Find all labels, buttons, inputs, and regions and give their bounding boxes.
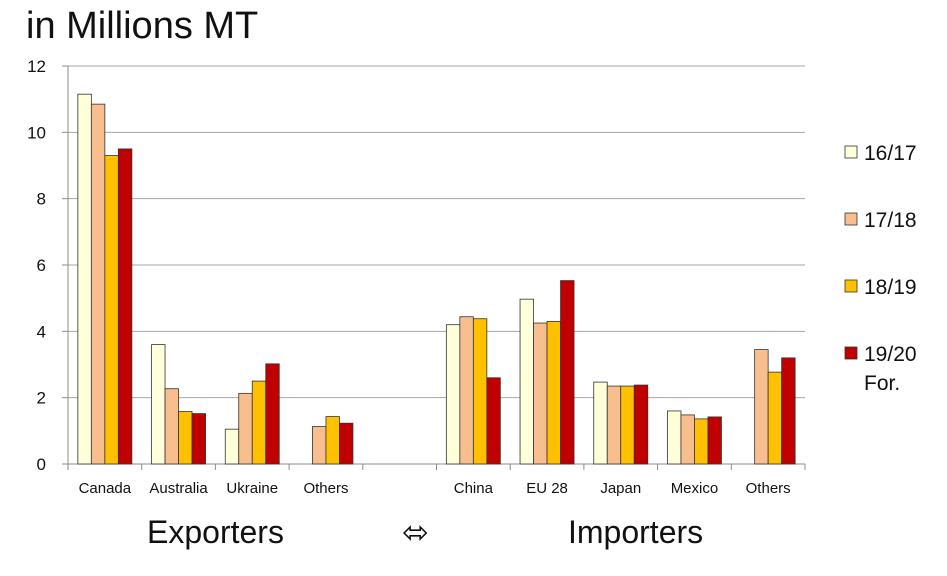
legend-label: 16/17 xyxy=(864,142,917,165)
bar xyxy=(77,93,92,465)
bar xyxy=(560,280,575,465)
bar xyxy=(667,410,682,465)
bar xyxy=(593,381,608,465)
bar xyxy=(533,322,548,465)
bar xyxy=(519,298,534,465)
bar xyxy=(104,155,119,465)
bar xyxy=(224,428,240,465)
y-tick-label: 6 xyxy=(37,256,46,275)
x-category-label: EU 28 xyxy=(526,480,568,497)
bar xyxy=(680,414,695,465)
bar xyxy=(265,363,280,465)
bar xyxy=(312,426,327,465)
bar xyxy=(178,411,193,465)
bar xyxy=(546,320,561,465)
bar xyxy=(606,385,622,465)
y-tick-label: 10 xyxy=(27,123,46,142)
bar xyxy=(251,380,267,465)
bar xyxy=(767,371,783,465)
legend-swatch xyxy=(844,145,858,159)
bar xyxy=(781,357,796,465)
x-category-label: China xyxy=(454,480,494,497)
y-tick-label: 8 xyxy=(37,190,46,209)
legend-swatch xyxy=(844,212,858,226)
bar xyxy=(191,413,206,465)
legend-label: 19/20 For. xyxy=(864,343,917,395)
bar xyxy=(620,385,635,465)
x-category-label: Others xyxy=(303,480,348,497)
x-category-label: Mexico xyxy=(671,480,719,497)
bar xyxy=(486,377,501,465)
bar xyxy=(339,422,354,465)
x-category-label: Others xyxy=(746,480,791,497)
y-tick-label: 12 xyxy=(27,57,46,76)
legend-label: 18/19 xyxy=(864,276,917,299)
bar xyxy=(472,318,488,465)
bar xyxy=(754,349,769,465)
x-category-label: Canada xyxy=(79,480,132,497)
bar xyxy=(117,148,133,465)
legend-swatch xyxy=(844,346,858,360)
group-label-importers: Importers xyxy=(568,514,704,550)
double-arrow-icon: ⬄ xyxy=(402,514,429,550)
y-tick-label: 0 xyxy=(37,455,46,474)
bar xyxy=(238,392,253,465)
bar xyxy=(707,416,722,465)
x-category-label: Ukraine xyxy=(226,480,278,497)
legend-swatch xyxy=(844,279,858,293)
x-category-label: Australia xyxy=(149,480,208,497)
bar xyxy=(633,384,649,465)
x-category-label: Japan xyxy=(600,480,641,497)
legend-label: 17/18 xyxy=(864,209,917,232)
bar xyxy=(694,418,709,465)
bar xyxy=(164,388,179,465)
group-label-exporters: Exporters xyxy=(147,514,284,550)
bar xyxy=(459,316,474,465)
bar xyxy=(90,103,106,465)
y-tick-label: 4 xyxy=(37,322,46,341)
y-tick-label: 2 xyxy=(37,389,46,408)
bar xyxy=(325,416,340,465)
bar xyxy=(151,344,166,465)
chart-title: in Millions MT xyxy=(26,5,259,47)
bar xyxy=(445,324,461,465)
